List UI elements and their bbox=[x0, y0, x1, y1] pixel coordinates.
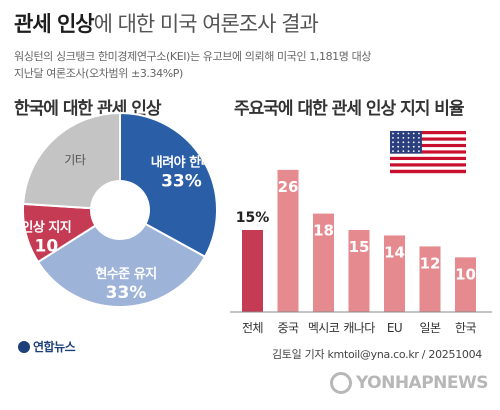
bar-7 bbox=[455, 257, 476, 312]
page-title: 관세 인상에 대한 미국 여론조사 결과 bbox=[14, 8, 319, 38]
subtitle-line-2: 지난달 여론조사(오차범위 ±3.34%P) bbox=[14, 67, 183, 80]
pie-slice-4 bbox=[22, 111, 121, 212]
pie-slice-label: 내려야 한다 bbox=[151, 154, 213, 170]
pie-slice-label: 현수준 유지 bbox=[95, 266, 156, 282]
watermark-text: YONHAPNEWS bbox=[355, 373, 489, 393]
bar-value-label: 15% bbox=[236, 210, 270, 226]
bar-chart: 15% 전체 26 중국 18 멕시코 15 캐나다 14 EU 12 일본 10 한국 bbox=[230, 131, 492, 335]
pie-slice-value: 33% bbox=[106, 283, 147, 303]
bar-value-label: 15 bbox=[349, 238, 370, 256]
bar-category-label: 일본 bbox=[420, 321, 441, 335]
watermark: YONHAPNEWS bbox=[329, 372, 489, 394]
bar-5 bbox=[384, 235, 405, 312]
bar-category-label: 중국 bbox=[278, 321, 299, 335]
bar-value-label: 26 bbox=[278, 178, 299, 196]
bar-1 bbox=[242, 230, 263, 312]
subtitle: 워싱턴의 싱크탱크 한미경제연구소(KEI)는 유고브에 의뢰해 미국인 1,1… bbox=[14, 48, 444, 82]
bar-value-label: 14 bbox=[384, 243, 405, 261]
credit-line: 김토일 기자 kmtoil@yna.co.kr / 20251004 bbox=[271, 348, 482, 361]
pie-slice-value: 33% bbox=[161, 171, 202, 191]
watermark-circle-icon bbox=[329, 372, 352, 394]
pie-slice-label: 기타 bbox=[64, 153, 86, 167]
logo-text: 연합뉴스 bbox=[33, 340, 76, 354]
bar-category-label: 캐나다 bbox=[343, 321, 375, 335]
title-rest: 에 대한 미국 여론조사 결과 bbox=[93, 12, 319, 36]
bar-section-title: 주요국에 대한 관세 인상 지지 비율 bbox=[234, 99, 465, 119]
logo-mark-icon bbox=[18, 341, 30, 353]
us-flag-icon bbox=[390, 131, 466, 174]
donut-hole bbox=[90, 180, 150, 240]
bar-value-label: 10 bbox=[455, 265, 476, 283]
bar-category-label: 멕시코 bbox=[308, 321, 340, 335]
bar-category-label: EU bbox=[387, 321, 402, 335]
bar-4 bbox=[348, 230, 370, 312]
bar-2 bbox=[277, 169, 299, 312]
subtitle-line-1: 워싱턴의 싱크탱크 한미경제연구소(KEI)는 유고브에 의뢰해 미국인 1,1… bbox=[14, 50, 372, 63]
pie-slice-label: 인상 지지 bbox=[21, 219, 71, 235]
pie-slice-value: 10 bbox=[35, 236, 59, 256]
bar-category-label: 전체 bbox=[242, 321, 263, 335]
bar-category-label: 한국 bbox=[455, 321, 476, 335]
bar-value-label: 18 bbox=[313, 222, 334, 240]
bar-6 bbox=[419, 246, 441, 312]
title-strong: 관세 인상 bbox=[14, 12, 95, 36]
pie-slice-2 bbox=[36, 208, 207, 308]
bar-value-label: 12 bbox=[420, 254, 441, 272]
bar-3 bbox=[313, 213, 334, 312]
yonhap-logo: 연합뉴스 bbox=[18, 338, 76, 355]
